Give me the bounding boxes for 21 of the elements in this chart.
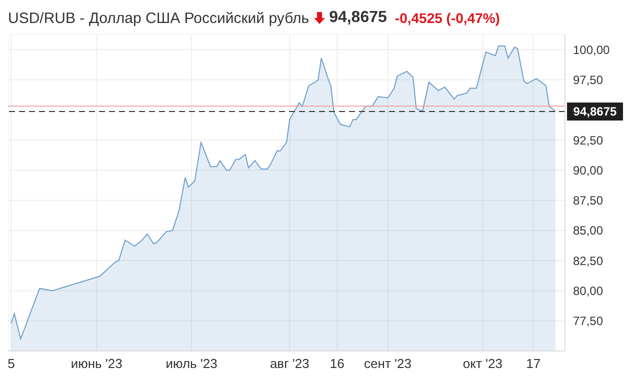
x-tick-label: 5: [8, 356, 15, 372]
x-tick-label: окт '23: [462, 356, 503, 372]
ref-line-label: 94,8675: [573, 104, 618, 119]
x-tick-label: 16: [330, 356, 344, 372]
chart-title: USD/RUB - Доллар США Российский рубль: [8, 10, 310, 26]
y-tick-label: 97,50: [573, 73, 604, 88]
text: -0,4525 (-0,47%): [394, 10, 500, 26]
x-tick-label: авг '23: [270, 356, 310, 372]
x-tick-label: июль '23: [166, 356, 218, 372]
y-tick-label: 100,00: [573, 42, 610, 57]
y-tick-label: 87,50: [573, 194, 604, 208]
y-tick-label: 92,50: [573, 133, 604, 148]
text: 94,8675: [329, 9, 387, 27]
y-tick-label: 90,00: [573, 163, 604, 178]
y-tick-label: 77,50: [573, 314, 604, 328]
x-tick-label: 17: [526, 356, 541, 372]
x-tick-label: сент '23: [364, 356, 412, 372]
y-tick-label: 82,50: [573, 254, 604, 268]
y-tick-label: 80,00: [573, 284, 604, 298]
x-tick-label: июнь '23: [70, 356, 122, 372]
y-tick-label: 85,00: [573, 224, 604, 238]
